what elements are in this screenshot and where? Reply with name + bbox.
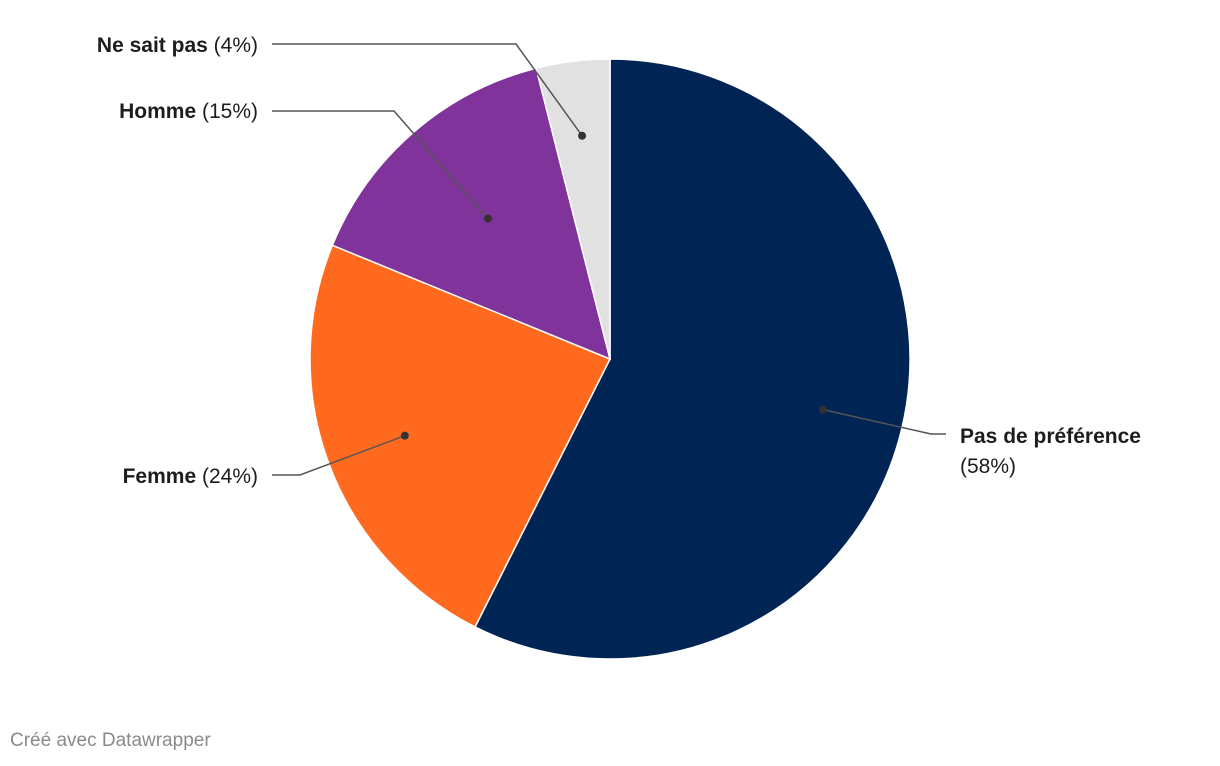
label-leader-lines (272, 43, 946, 476)
slice-label-femme: Femme (24%) (123, 465, 258, 488)
slice-label-name: Ne sait pas (97, 34, 208, 57)
leader-dot-femme (400, 431, 409, 440)
slice-label-percent: (24%) (196, 465, 258, 488)
pie-slice-ne-sait-pas[interactable] (535, 58, 611, 360)
slice-labels: Pas de préférence (58%) Femme (24%) Homme (… (97, 34, 1141, 488)
leader-dot-pas-de-preference (819, 405, 828, 414)
pie-slices (309, 58, 911, 660)
slice-label-pas-de-preference: Pas de préférence (960, 425, 1141, 448)
slice-label-percent: (4%) (208, 34, 258, 57)
leader-dot-homme (483, 214, 492, 223)
slice-label-name: Pas de préférence (960, 425, 1141, 448)
slice-label-percent: (15%) (196, 100, 258, 123)
leader-line-ne-sait-pas (272, 43, 583, 137)
slice-label-name: Homme (119, 100, 196, 123)
leader-dot-ne-sait-pas (578, 131, 587, 140)
leader-line-homme (272, 110, 489, 220)
slice-label-name: Femme (123, 465, 197, 488)
leader-line-femme (272, 434, 406, 476)
slice-label-homme: Homme (15%) (119, 100, 258, 123)
pie-slice-pas-de-preference[interactable] (474, 58, 911, 660)
slice-label-ne-sait-pas: Ne sait pas (4%) (97, 34, 258, 57)
leader-line-pas-de-preference (822, 408, 946, 435)
datawrapper-credit[interactable]: Créé avec Datawrapper (10, 730, 211, 751)
slice-label-percent-pas-de-preference: (58%) (960, 455, 1016, 478)
